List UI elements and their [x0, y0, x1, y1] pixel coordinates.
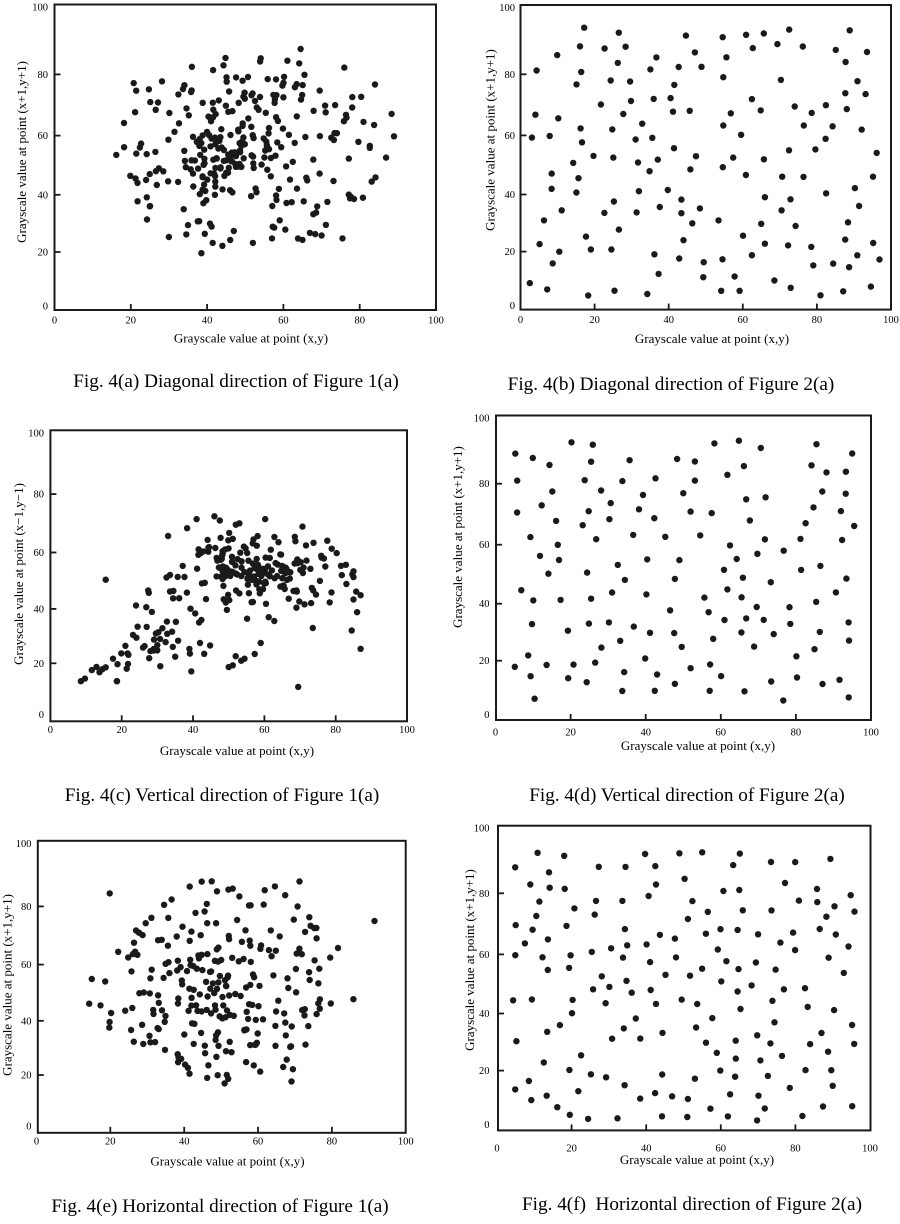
- svg-text:Grayscale value at point (x,y): Grayscale value at point (x,y): [174, 331, 328, 346]
- svg-text:60: 60: [505, 131, 516, 142]
- svg-text:Grayscale value at point (x,y): Grayscale value at point (x,y): [635, 331, 789, 346]
- svg-text:Fig. 4(c) Vertical direction o: Fig. 4(c) Vertical direction of Figure 1…: [65, 785, 380, 806]
- svg-text:40: 40: [640, 728, 651, 739]
- svg-text:60: 60: [479, 950, 490, 961]
- svg-text:80: 80: [327, 1137, 338, 1148]
- svg-text:60: 60: [259, 725, 270, 736]
- svg-text:100: 100: [474, 414, 490, 425]
- svg-text:100: 100: [28, 428, 44, 439]
- svg-text:Grayscale value at point (x,y): Grayscale value at point (x,y): [620, 1152, 774, 1167]
- svg-text:40: 40: [479, 1009, 490, 1020]
- svg-text:0: 0: [52, 316, 57, 327]
- svg-text:80: 80: [38, 70, 49, 81]
- svg-text:Fig. 4(d) Vertical direction o: Fig. 4(d) Vertical direction of Figure 2…: [529, 785, 845, 806]
- svg-text:60: 60: [34, 548, 45, 559]
- svg-text:100: 100: [428, 316, 444, 327]
- svg-text:100: 100: [499, 3, 515, 14]
- svg-text:80: 80: [790, 1144, 801, 1155]
- svg-text:0: 0: [484, 710, 489, 721]
- svg-text:0: 0: [518, 315, 523, 326]
- svg-text:20: 20: [38, 248, 49, 259]
- svg-text:0: 0: [484, 1120, 489, 1131]
- svg-text:60: 60: [21, 960, 32, 971]
- svg-text:40: 40: [505, 190, 516, 201]
- svg-text:Grayscale value at point (x+1,: Grayscale value at point (x+1,y+1): [462, 869, 477, 1051]
- svg-text:0: 0: [510, 301, 515, 312]
- svg-text:60: 60: [738, 315, 749, 326]
- svg-text:0: 0: [493, 728, 498, 739]
- svg-text:Fig. 4(e) Horizontal direction: Fig. 4(e) Horizontal direction of Figure…: [51, 1196, 388, 1217]
- svg-text:40: 40: [641, 1144, 652, 1155]
- svg-text:80: 80: [479, 889, 490, 900]
- svg-text:20: 20: [566, 1144, 577, 1155]
- svg-text:40: 40: [479, 599, 490, 610]
- svg-text:20: 20: [126, 316, 137, 327]
- svg-text:20: 20: [479, 1066, 490, 1077]
- svg-text:0: 0: [494, 1144, 499, 1155]
- svg-text:40: 40: [38, 190, 49, 201]
- svg-text:20: 20: [479, 656, 490, 667]
- svg-text:20: 20: [589, 315, 600, 326]
- svg-text:80: 80: [505, 70, 516, 81]
- svg-text:100: 100: [32, 3, 48, 14]
- svg-text:80: 80: [34, 490, 45, 501]
- svg-text:80: 80: [812, 315, 823, 326]
- svg-text:Fig. 4(b) Diagonal direction o: Fig. 4(b) Diagonal direction of Figure 2…: [508, 374, 835, 395]
- svg-text:100: 100: [398, 1137, 414, 1148]
- svg-text:60: 60: [716, 728, 727, 739]
- svg-text:Fig. 4(a) Diagonal direction o: Fig. 4(a) Diagonal direction of Figure 1…: [73, 371, 399, 392]
- svg-text:40: 40: [188, 725, 199, 736]
- svg-text:20: 20: [565, 728, 576, 739]
- svg-text:60: 60: [253, 1137, 264, 1148]
- svg-text:20: 20: [505, 247, 516, 258]
- svg-text:40: 40: [663, 315, 674, 326]
- svg-text:40: 40: [21, 1016, 32, 1027]
- svg-text:60: 60: [479, 540, 490, 551]
- svg-text:60: 60: [38, 131, 49, 142]
- svg-text:0: 0: [34, 1137, 39, 1148]
- svg-text:Grayscale value at point (x+1,: Grayscale value at point (x+1,y+1): [14, 61, 29, 243]
- svg-text:100: 100: [883, 315, 899, 326]
- svg-text:100: 100: [862, 1144, 878, 1155]
- svg-text:Grayscale value at point (x+1,: Grayscale value at point (x+1,y+1): [0, 894, 15, 1076]
- svg-text:20: 20: [105, 1137, 116, 1148]
- svg-text:80: 80: [791, 728, 802, 739]
- svg-text:0: 0: [43, 302, 48, 313]
- svg-text:Grayscale value at point (x−1,: Grayscale value at point (x−1,y−1): [11, 483, 26, 665]
- svg-text:80: 80: [330, 725, 341, 736]
- svg-text:80: 80: [479, 479, 490, 490]
- svg-text:Grayscale value at point (x+1,: Grayscale value at point (x+1,y+1): [483, 49, 498, 231]
- svg-text:40: 40: [34, 604, 45, 615]
- svg-text:0: 0: [26, 1122, 31, 1133]
- svg-text:40: 40: [179, 1137, 190, 1148]
- svg-text:Grayscale value at point (x,y): Grayscale value at point (x,y): [150, 1154, 304, 1169]
- svg-text:Grayscale value at point (x+1,: Grayscale value at point (x+1,y+1): [450, 446, 465, 628]
- svg-text:0: 0: [48, 725, 53, 736]
- svg-text:80: 80: [354, 316, 365, 327]
- svg-text:60: 60: [716, 1144, 727, 1155]
- svg-text:100: 100: [474, 824, 490, 835]
- svg-text:Grayscale value at point (x,y): Grayscale value at point (x,y): [621, 738, 775, 753]
- svg-text:40: 40: [202, 316, 213, 327]
- svg-text:80: 80: [21, 902, 32, 913]
- svg-text:100: 100: [399, 725, 415, 736]
- svg-text:20: 20: [34, 659, 45, 670]
- svg-text:20: 20: [21, 1071, 32, 1082]
- svg-text:Grayscale value at point (x,y): Grayscale value at point (x,y): [160, 743, 314, 758]
- svg-text:60: 60: [278, 316, 289, 327]
- svg-text:100: 100: [863, 728, 879, 739]
- svg-text:100: 100: [16, 839, 32, 850]
- svg-text:20: 20: [116, 725, 127, 736]
- svg-text:Fig. 4(f) Horizontal directio: Fig. 4(f) Horizontal direction of Figure…: [522, 1194, 862, 1215]
- svg-text:0: 0: [39, 710, 44, 721]
